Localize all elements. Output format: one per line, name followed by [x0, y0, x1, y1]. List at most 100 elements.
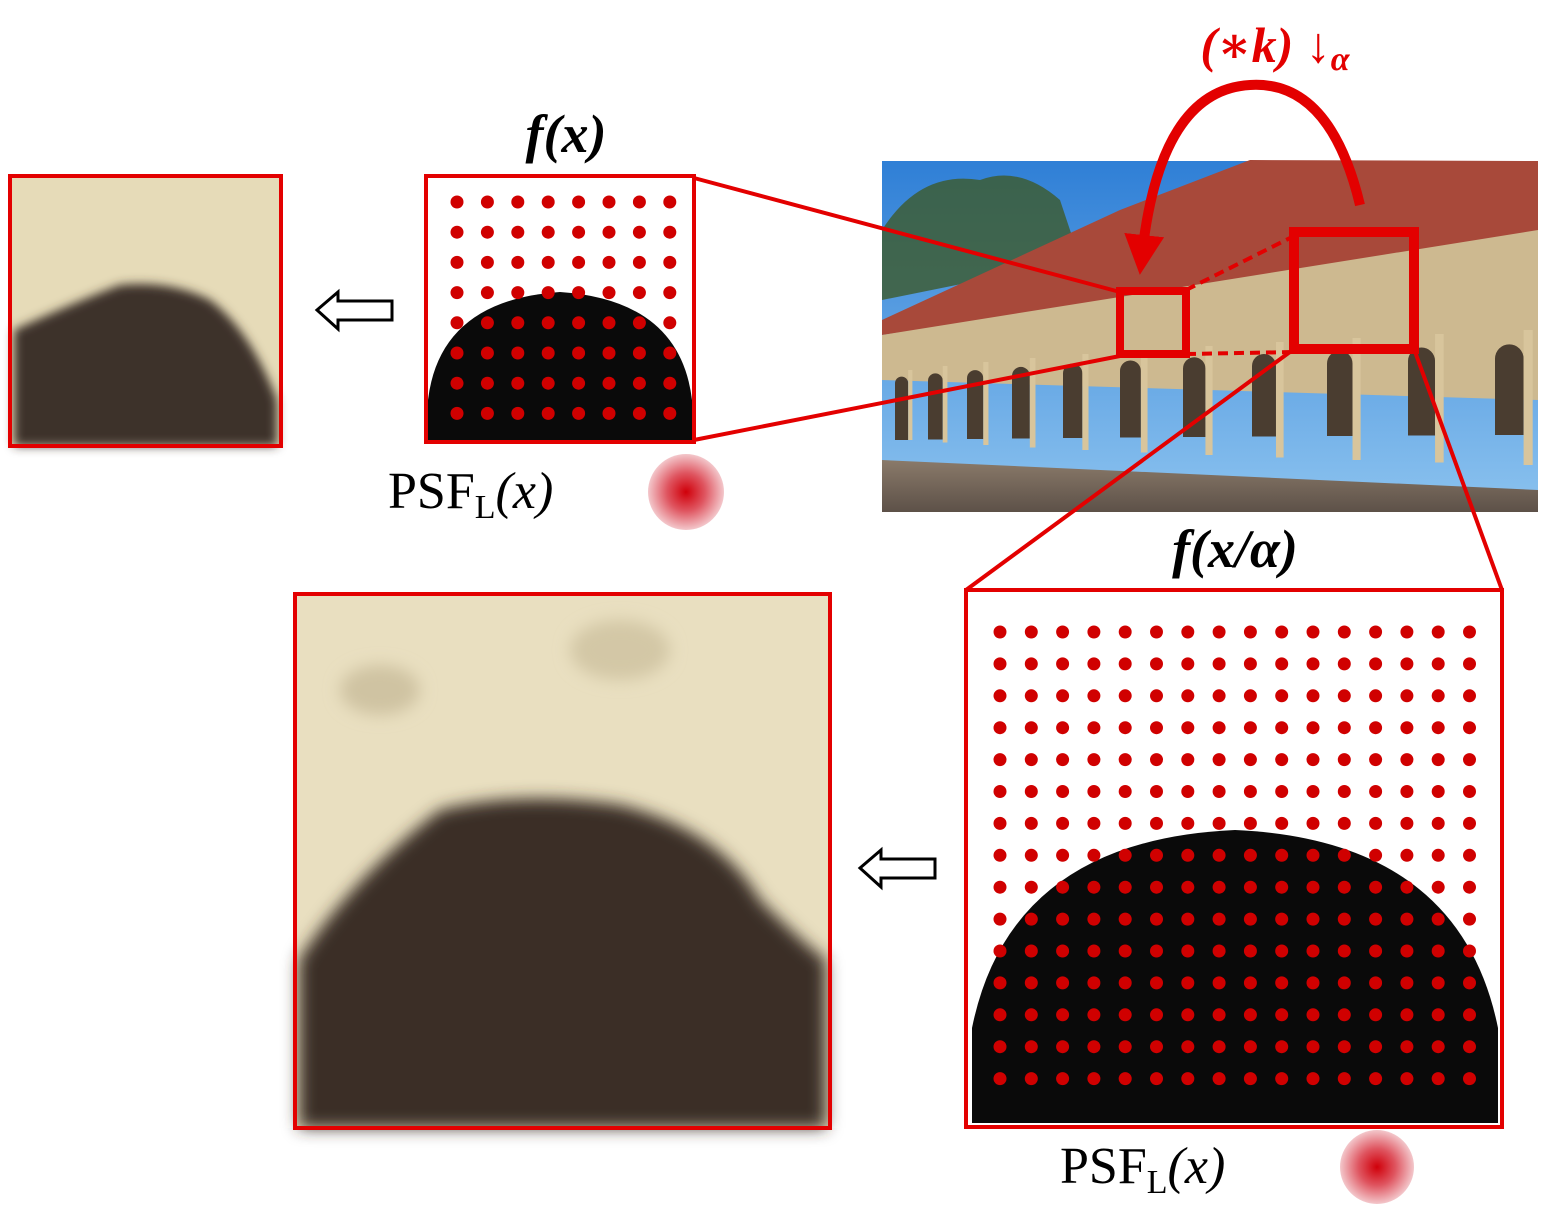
sample-dot — [1244, 849, 1257, 862]
sample-dot — [994, 881, 1007, 894]
sample-dot — [1338, 689, 1351, 702]
sample-dot — [1181, 849, 1194, 862]
sample-dot — [1213, 1072, 1226, 1085]
sample-dot — [1244, 1008, 1257, 1021]
sample-dot — [1087, 785, 1100, 798]
sample-dot — [1400, 721, 1413, 734]
sample-dot — [1400, 913, 1413, 926]
sample-dot — [633, 196, 646, 209]
sample-dot — [481, 226, 494, 239]
psf-blob — [1340, 1130, 1414, 1204]
sample-dot — [1181, 817, 1194, 830]
sample-dot — [1119, 721, 1132, 734]
sample-dot — [1432, 1008, 1445, 1021]
sample-dot — [542, 347, 555, 360]
sample-dot — [481, 407, 494, 420]
sample-dot — [1025, 689, 1038, 702]
arch — [1327, 351, 1353, 436]
sample-dot — [1275, 753, 1288, 766]
sample-dot — [1432, 689, 1445, 702]
large-patch-title: f(x/α) — [1172, 519, 1298, 579]
sample-dot — [451, 226, 464, 239]
sample-dot — [1244, 1072, 1257, 1085]
sample-dot — [1087, 626, 1100, 639]
sample-dot — [1119, 1040, 1132, 1053]
sample-dot — [663, 256, 676, 269]
sample-dot — [1025, 626, 1038, 639]
figure: f(x) PSFL(x) (∗k) ↓α f(x/α) PSFL(x) — [0, 0, 1549, 1206]
sample-dot — [481, 377, 494, 390]
sample-dot — [1025, 1072, 1038, 1085]
arch — [895, 377, 908, 440]
sample-dot — [994, 657, 1007, 670]
sample-dot — [1213, 976, 1226, 989]
sample-dot — [572, 407, 585, 420]
sample-dot — [1307, 945, 1320, 958]
sample-dot — [1056, 1040, 1069, 1053]
sample-dot — [451, 256, 464, 269]
sample-dot — [1400, 626, 1413, 639]
sample-dot — [633, 377, 646, 390]
sample-dot — [603, 196, 616, 209]
sample-dot — [603, 407, 616, 420]
sample-dot — [1275, 945, 1288, 958]
sample-dot — [1087, 689, 1100, 702]
sample-dot — [1181, 657, 1194, 670]
arch — [928, 373, 943, 439]
sample-dot — [1369, 945, 1382, 958]
sample-dot — [1056, 626, 1069, 639]
sample-dot — [1056, 753, 1069, 766]
sample-dot — [1056, 689, 1069, 702]
sample-dot — [994, 913, 1007, 926]
sample-dot — [1119, 753, 1132, 766]
sample-dot — [511, 407, 524, 420]
sample-dot — [1056, 817, 1069, 830]
sample-dot — [1400, 689, 1413, 702]
sample-dot — [1087, 849, 1100, 862]
sample-dot — [663, 407, 676, 420]
sample-dot — [1432, 881, 1445, 894]
sample-dot — [603, 377, 616, 390]
sample-dot — [1150, 785, 1163, 798]
sample-dot — [542, 226, 555, 239]
sample-dot — [663, 196, 676, 209]
sample-dot — [1400, 849, 1413, 862]
sample-dot — [1400, 881, 1413, 894]
sample-dot — [1213, 753, 1226, 766]
sample-dot — [572, 377, 585, 390]
sample-dot — [1087, 1040, 1100, 1053]
sample-dot — [1369, 657, 1382, 670]
column — [1141, 350, 1148, 453]
sample-dot — [633, 226, 646, 239]
sample-dot — [1463, 689, 1476, 702]
sample-dot — [1369, 689, 1382, 702]
sample-dot — [511, 377, 524, 390]
sample-dot — [1432, 1072, 1445, 1085]
sample-dot — [1150, 913, 1163, 926]
arch — [1120, 360, 1141, 437]
sample-dot — [1400, 817, 1413, 830]
sample-dot — [633, 286, 646, 299]
sample-dot — [451, 196, 464, 209]
sample-dot — [1150, 1040, 1163, 1053]
sample-dot — [1244, 913, 1257, 926]
sample-dot — [1463, 817, 1476, 830]
sample-dot — [603, 286, 616, 299]
sample-dot — [1181, 1072, 1194, 1085]
sample-dot — [1181, 1008, 1194, 1021]
sample-dot — [994, 721, 1007, 734]
sample-dot — [1181, 913, 1194, 926]
sample-dot — [1307, 849, 1320, 862]
sample-dot — [1463, 1072, 1476, 1085]
sample-dot — [1244, 626, 1257, 639]
sample-dot — [1338, 657, 1351, 670]
sample-dot — [994, 785, 1007, 798]
sample-dot — [451, 377, 464, 390]
sample-dot — [1275, 657, 1288, 670]
sample-dot — [1275, 1040, 1288, 1053]
psf-label: PSFL(x) — [388, 463, 553, 526]
sample-dot — [511, 316, 524, 329]
sample-dot — [1087, 913, 1100, 926]
sample-dot — [1400, 753, 1413, 766]
sample-dot — [633, 347, 646, 360]
